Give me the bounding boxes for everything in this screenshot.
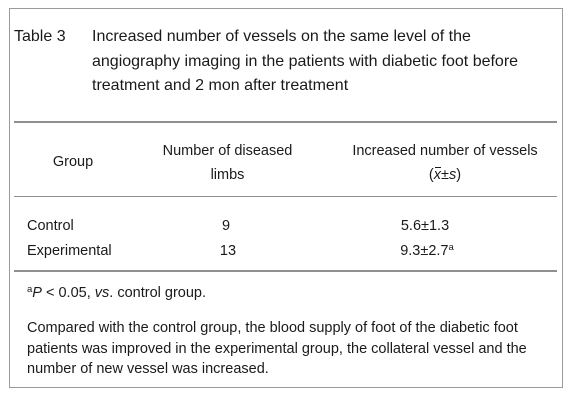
table-frame — [9, 8, 563, 388]
footnote-significance: aP < 0.05, vs. control group. — [27, 283, 206, 304]
row-control-limbs: 9 — [221, 218, 231, 234]
header-open-paren: ( — [428, 167, 434, 183]
header-vessels-line2: (x±s) — [330, 164, 560, 186]
top-rule — [14, 121, 557, 123]
footnote-sup: a — [27, 284, 33, 295]
row-control-vessels: 5.6±1.3 — [400, 218, 450, 234]
row-experimental-group: Experimental — [27, 243, 112, 259]
experimental-vessels-value: 9.3±2.7 — [400, 243, 449, 259]
header-close-paren: ) — [456, 167, 462, 183]
header-group: Group — [52, 154, 94, 170]
footnote-p-symbol: P — [32, 285, 42, 301]
caption-label: Table 3 — [14, 28, 66, 45]
row-experimental-vessels: 9.3±2.7a — [372, 240, 482, 262]
caption-text: Increased number of vessels on the same … — [92, 28, 519, 94]
header-limbs-line2: limbs — [210, 167, 245, 183]
footnote-p-text: < 0.05, — [41, 285, 95, 301]
experimental-vessels-sup: a — [448, 242, 454, 253]
footnote-rest: . control group. — [109, 285, 207, 301]
footnote-vs: vs — [94, 285, 110, 301]
bottom-rule — [14, 270, 557, 272]
footnote-summary: Compared with the control group, the blo… — [27, 320, 527, 377]
header-mean-symbol: x — [434, 164, 442, 186]
header-rule — [14, 196, 557, 197]
table-caption: Table 3 Increased number of vessels on t… — [14, 25, 542, 99]
header-vessels-line1: Increased number of vessels — [352, 143, 538, 159]
row-control-group: Control — [27, 218, 74, 234]
header-sd-symbol: ±s — [441, 167, 457, 183]
row-experimental-limbs: 13 — [219, 243, 237, 259]
header-limbs-line1: Number of diseased — [162, 143, 293, 159]
